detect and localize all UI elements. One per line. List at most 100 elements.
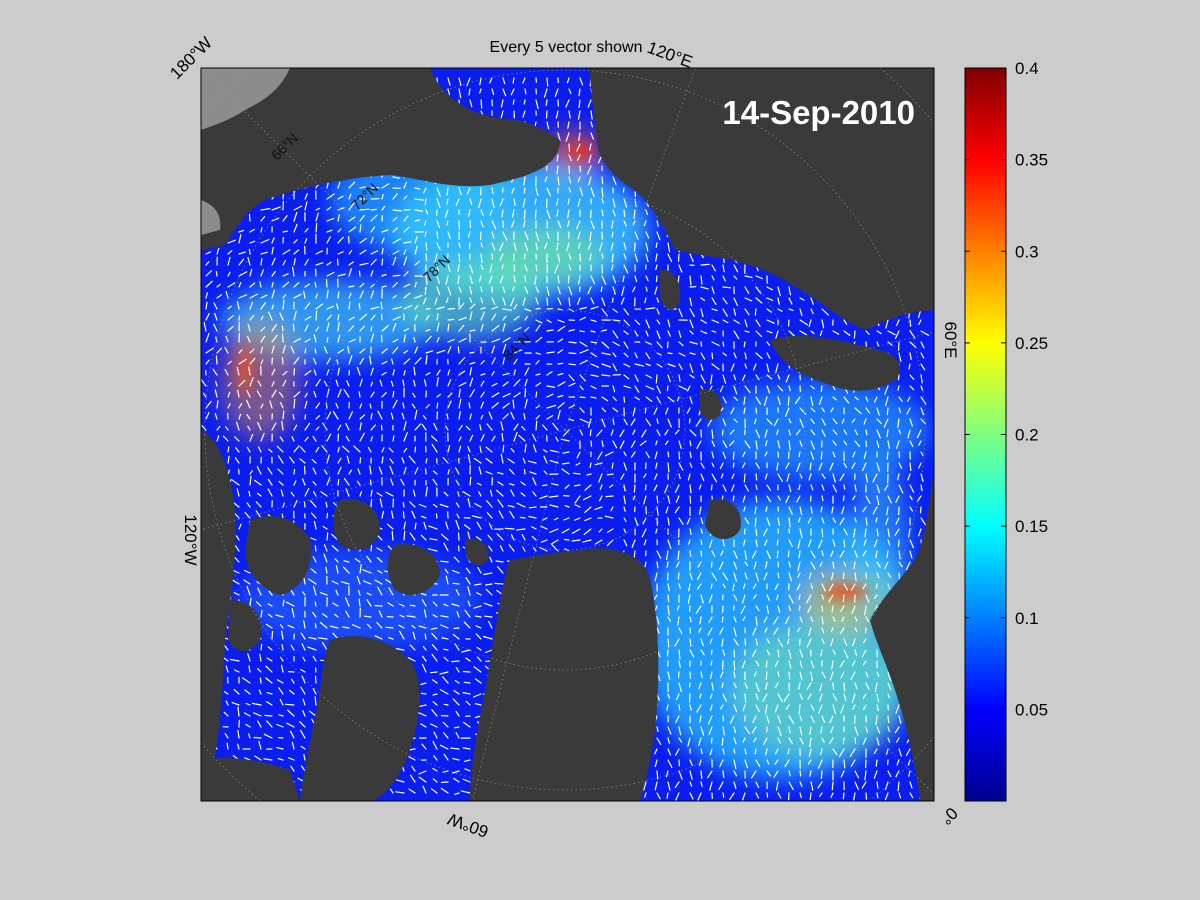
drift-vector bbox=[799, 649, 804, 658]
drift-vector bbox=[434, 297, 438, 305]
drift-vector bbox=[653, 484, 658, 492]
drift-vector bbox=[819, 792, 823, 798]
drift-vector bbox=[700, 319, 708, 324]
drift-vector bbox=[656, 792, 661, 800]
drift-vector bbox=[500, 110, 504, 120]
drift-vector bbox=[271, 381, 275, 387]
drift-vector bbox=[432, 503, 438, 508]
drift-vector bbox=[465, 657, 471, 662]
drift-vector bbox=[728, 440, 735, 447]
drift-vector bbox=[433, 731, 438, 739]
drift-vector bbox=[234, 512, 240, 519]
drift-vector bbox=[733, 572, 738, 582]
drift-vector bbox=[432, 767, 438, 772]
drift-vector bbox=[447, 445, 451, 453]
drift-vector bbox=[656, 770, 659, 780]
drift-vector bbox=[820, 726, 823, 734]
drift-vector bbox=[436, 231, 439, 239]
drift-vector bbox=[469, 413, 472, 420]
drift-vector bbox=[440, 781, 449, 784]
drift-vector bbox=[485, 588, 493, 596]
drift-vector bbox=[509, 468, 515, 475]
drift-vector bbox=[623, 198, 628, 208]
drift-vector bbox=[884, 385, 889, 395]
drift-vector bbox=[358, 598, 361, 607]
drift-vector bbox=[277, 757, 284, 761]
drift-vector bbox=[491, 306, 499, 310]
drift-vector bbox=[764, 561, 768, 569]
drift-vector bbox=[312, 688, 317, 695]
drift-vector bbox=[874, 605, 878, 612]
drift-vector bbox=[265, 677, 273, 684]
drift-vector bbox=[733, 319, 740, 324]
drift-vector bbox=[865, 517, 868, 526]
drift-vector bbox=[810, 671, 813, 682]
drift-vector bbox=[447, 392, 453, 398]
drift-vector bbox=[799, 737, 805, 745]
drift-vector bbox=[237, 743, 240, 750]
drift-vector bbox=[809, 495, 812, 502]
drift-vector bbox=[358, 270, 361, 277]
drift-vector bbox=[480, 307, 486, 310]
drift-vector bbox=[485, 457, 493, 464]
drift-vector bbox=[243, 712, 251, 717]
drift-vector bbox=[556, 242, 559, 251]
drift-vector bbox=[645, 253, 649, 263]
drift-vector bbox=[696, 704, 702, 713]
drift-vector bbox=[711, 462, 715, 468]
drift-vector bbox=[808, 748, 812, 758]
drift-vector bbox=[689, 308, 695, 317]
drift-vector bbox=[843, 638, 848, 647]
drift-vector bbox=[518, 434, 526, 442]
drift-vector bbox=[304, 201, 308, 211]
drift-vector bbox=[389, 465, 394, 475]
drift-vector bbox=[524, 231, 529, 241]
drift-vector bbox=[253, 736, 262, 739]
drift-vector bbox=[842, 792, 845, 800]
drift-vector bbox=[830, 407, 834, 413]
drift-vector bbox=[234, 436, 240, 442]
drift-vector bbox=[532, 477, 537, 486]
drift-vector bbox=[392, 209, 402, 212]
colorbar-tick-label: 0.1 bbox=[1015, 609, 1039, 628]
drift-vector bbox=[436, 198, 441, 208]
colorbar-tick-label: 0.35 bbox=[1015, 151, 1048, 170]
drift-vector bbox=[733, 374, 737, 381]
drift-vector bbox=[839, 517, 845, 525]
drift-vector bbox=[898, 572, 901, 580]
drift-vector bbox=[205, 261, 210, 266]
drift-vector bbox=[419, 704, 427, 707]
drift-vector bbox=[541, 424, 548, 431]
drift-vector bbox=[645, 385, 655, 390]
drift-vector bbox=[458, 317, 468, 321]
land-island-2 bbox=[333, 499, 380, 550]
drift-vector bbox=[280, 624, 284, 629]
drift-vector bbox=[290, 644, 295, 651]
drift-vector bbox=[476, 482, 482, 486]
drift-vector bbox=[729, 715, 735, 724]
drift-vector bbox=[363, 615, 372, 618]
drift-vector bbox=[557, 381, 566, 387]
drift-vector bbox=[411, 624, 416, 629]
drift-vector bbox=[675, 495, 680, 503]
drift-vector bbox=[458, 77, 462, 86]
drift-vector bbox=[644, 484, 647, 491]
drift-vector bbox=[644, 297, 647, 304]
drift-vector bbox=[623, 341, 629, 349]
drift-vector bbox=[436, 306, 445, 310]
drift-vector bbox=[535, 307, 541, 310]
drift-vector bbox=[524, 264, 528, 272]
drift-vector bbox=[909, 506, 914, 512]
drift-vector bbox=[524, 378, 528, 387]
drift-vector bbox=[479, 275, 482, 282]
drift-vector bbox=[656, 396, 662, 404]
drift-vector bbox=[898, 748, 902, 757]
drift-vector bbox=[282, 230, 289, 233]
drift-vector bbox=[409, 501, 416, 508]
drift-vector bbox=[447, 318, 455, 321]
drift-vector bbox=[601, 440, 604, 448]
colorbar-tick-label: 0.2 bbox=[1015, 426, 1039, 445]
drift-vector bbox=[236, 367, 240, 376]
drift-vector bbox=[468, 209, 471, 217]
drift-vector bbox=[863, 451, 867, 460]
